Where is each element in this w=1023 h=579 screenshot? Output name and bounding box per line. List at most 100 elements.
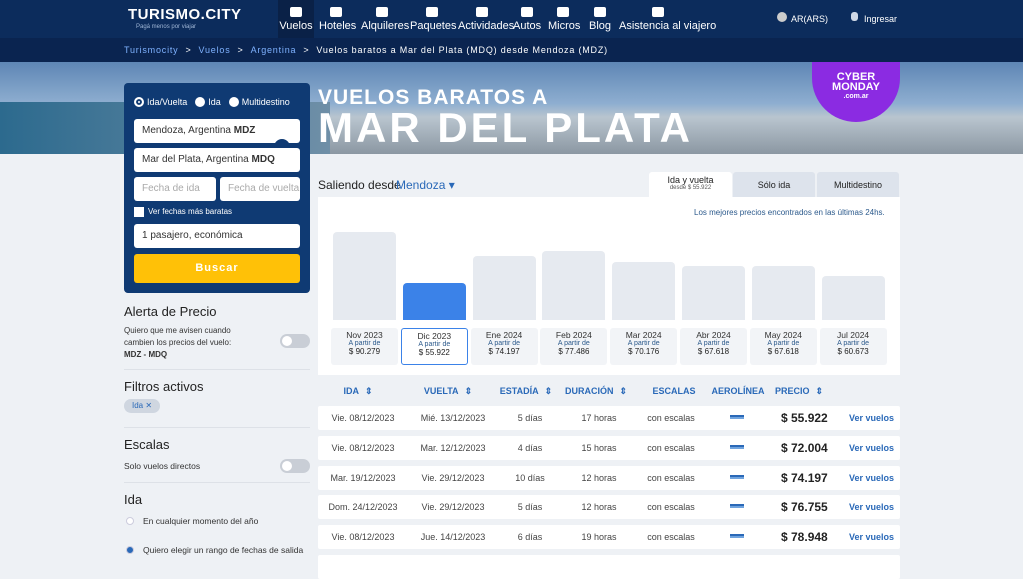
nav-item[interactable]: Alquileres xyxy=(361,0,409,38)
sort-icon: ⇕ xyxy=(544,386,553,396)
badge-text: MONDAY xyxy=(832,81,880,93)
radio[interactable] xyxy=(126,546,134,554)
origin-input[interactable]: Mendoza, Argentina MDZ xyxy=(134,119,300,143)
filter-chip[interactable]: Ida ✕ xyxy=(124,399,161,413)
top-nav: TURISMO.CITY Pagá menos por viajar AR(AR… xyxy=(0,0,1023,38)
from-label: A partir de xyxy=(767,340,800,347)
radio[interactable] xyxy=(126,517,134,525)
month-card[interactable]: Mar 2024 A partir de $ 70.176 xyxy=(610,328,678,365)
price-bar[interactable] xyxy=(333,232,396,320)
radio xyxy=(228,97,239,107)
result-row[interactable]: Mar. 19/12/2023 Vie. 29/12/2023 10 días 12 … xyxy=(318,465,900,490)
result-row[interactable]: Vie. 08/12/2023 Mié. 13/12/2023 5 días 17 h… xyxy=(318,406,900,430)
result-row[interactable]: Vie. 08/12/2023 Mar. 12/12/2023 4 días 15 h… xyxy=(318,435,900,460)
row-action[interactable]: Ver vuelos xyxy=(849,413,895,423)
login[interactable]: Ingresar xyxy=(864,14,898,24)
column-header[interactable]: ESTADÍA ⇕ xyxy=(500,386,552,397)
month-card[interactable]: Jul 2024 A partir de $ 60.673 xyxy=(819,328,887,365)
price: $ 74.197 xyxy=(781,470,828,485)
month-card[interactable]: May 2024 A partir de $ 67.618 xyxy=(749,328,817,365)
cell: 12 horas xyxy=(581,502,617,513)
column-header[interactable]: PRECIO ⇕ xyxy=(775,386,823,397)
price-bar[interactable] xyxy=(821,275,885,320)
heading: Filtros activos xyxy=(124,379,204,394)
sort-icon: ⇕ xyxy=(464,386,473,396)
origin: Mendoza, Argentina xyxy=(142,125,231,136)
origin-code: MDZ xyxy=(233,125,256,136)
nav-item[interactable]: Autos xyxy=(513,0,541,38)
nav-item[interactable]: Paquetes xyxy=(410,0,456,38)
month-price: $ 74.197 xyxy=(488,347,520,356)
nav-item[interactable]: Hoteles xyxy=(319,0,356,38)
passengers-input[interactable]: 1 pasajero, económica xyxy=(134,224,300,248)
trip-type[interactable]: Ida xyxy=(195,97,221,107)
price-bar[interactable] xyxy=(542,250,606,320)
tab[interactable]: Ida y vuelta desde $ 55.922 xyxy=(649,172,732,197)
result-row-partial xyxy=(318,555,900,579)
destination-input[interactable]: Mar del Plata, Argentina MDQ xyxy=(134,148,300,172)
row-action[interactable]: Ver vuelos xyxy=(849,502,895,513)
alert-title: Alerta de Precio xyxy=(124,304,217,319)
price-bar[interactable] xyxy=(751,265,815,320)
cell: Mar. 12/12/2023 xyxy=(420,442,486,453)
month-card[interactable]: Abr 2024 A partir de $ 67.618 xyxy=(680,328,747,365)
currency[interactable]: AR(ARS) xyxy=(791,14,829,24)
alert-text-body: Quiero que me avisen cuando cambien los … xyxy=(124,326,232,347)
nav-icon xyxy=(476,7,488,17)
direct-toggle[interactable] xyxy=(280,459,310,473)
crumb-item[interactable]: Vuelos xyxy=(198,45,231,55)
separator xyxy=(124,369,310,370)
tab[interactable]: Multidestino xyxy=(817,172,899,197)
hero-line1: VUELOS BARATOS A xyxy=(318,86,549,109)
row-action[interactable]: Ver vuelos xyxy=(849,472,895,483)
cell: 12 horas xyxy=(581,472,617,483)
month: Jul 2024 xyxy=(837,330,870,340)
result-row[interactable]: Vie. 08/12/2023 Jue. 14/12/2023 6 días 19 h… xyxy=(318,525,900,550)
cell: Mié. 13/12/2023 xyxy=(420,413,486,423)
date-back-input[interactable]: Fecha de vuelta xyxy=(220,177,300,201)
tab[interactable]: Sólo ida xyxy=(733,172,815,197)
checkbox[interactable] xyxy=(134,207,144,217)
result-row[interactable]: Dom. 24/12/2023 Vie. 29/12/2023 5 días 12 h… xyxy=(318,495,900,520)
crumb-item[interactable]: Argentina xyxy=(250,45,297,55)
cell: con escalas xyxy=(647,442,695,453)
date-out-input[interactable]: Fecha de ida xyxy=(134,177,216,201)
nav-item[interactable]: Vuelos xyxy=(278,0,314,38)
month-card[interactable]: Feb 2024 A partir de $ 77.486 xyxy=(540,328,608,365)
cell: 4 días xyxy=(517,442,543,453)
column-header[interactable]: VUELTA ⇕ xyxy=(424,386,472,397)
month-card[interactable]: Dic 2023 A partir de $ 55.922 xyxy=(400,328,468,365)
nav-item[interactable]: Actividades xyxy=(458,0,514,38)
radio xyxy=(134,97,144,107)
nav-item[interactable]: Asistencia al viajero xyxy=(619,0,716,38)
month-card[interactable]: Ene 2024 A partir de $ 74.197 xyxy=(470,328,538,365)
cyber-badge[interactable]: CYBER MONDAY .com.ar xyxy=(812,62,900,122)
price: $ 78.948 xyxy=(781,530,828,545)
trip-type[interactable]: Ida/Vuelta xyxy=(134,97,187,107)
breadcrumb: Turismocity > Vuelos > Argentina > Vuelos bara… xyxy=(0,38,1023,62)
from-label: A partir de xyxy=(348,340,381,347)
cell: Mar. 19/12/2023 xyxy=(330,472,396,483)
price-bar[interactable] xyxy=(682,265,745,320)
heading: Alerta de Precio xyxy=(124,304,217,319)
price-bar[interactable] xyxy=(472,255,536,320)
trip-type[interactable]: Multidestino xyxy=(228,97,290,107)
column-header[interactable]: DURACIÓN ⇕ xyxy=(565,386,627,397)
price-bar[interactable] xyxy=(402,283,466,320)
tab-sub: desde $ 55.922 xyxy=(669,185,712,191)
nav-item[interactable]: Blog xyxy=(588,0,612,38)
price-bar[interactable] xyxy=(612,261,676,320)
logo[interactable]: TURISMO.CITY xyxy=(128,6,242,23)
column-header[interactable]: IDA ⇕ xyxy=(343,386,372,397)
destination-code: MDQ xyxy=(251,154,275,165)
cell: 15 horas xyxy=(581,442,617,453)
search-button[interactable]: Buscar xyxy=(134,254,300,283)
row-action[interactable]: Ver vuelos xyxy=(849,532,895,543)
row-action[interactable]: Ver vuelos xyxy=(849,442,895,453)
month-card[interactable]: Nov 2023 A partir de $ 90.279 xyxy=(331,328,398,365)
nav-item[interactable]: Micros xyxy=(548,0,580,38)
departing-city[interactable]: Mendoza ▾ xyxy=(396,178,455,192)
crumb-item[interactable]: Turismocity xyxy=(124,45,179,55)
cell: Vie. 08/12/2023 xyxy=(331,532,395,543)
alert-toggle[interactable] xyxy=(280,334,310,348)
